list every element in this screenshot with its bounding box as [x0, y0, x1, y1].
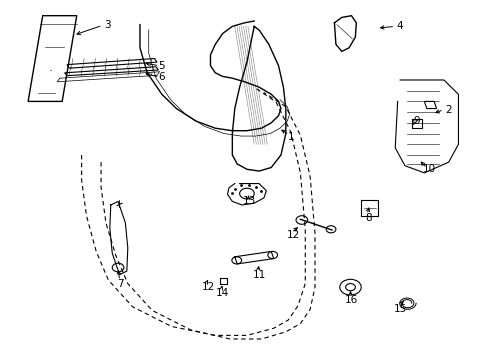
Text: 14: 14	[216, 288, 229, 297]
Text: 5: 5	[158, 61, 165, 71]
Text: 7: 7	[117, 279, 123, 289]
Text: 13: 13	[242, 197, 255, 206]
Text: 1: 1	[287, 132, 293, 142]
Text: 10: 10	[422, 164, 435, 174]
Text: 4: 4	[396, 21, 403, 31]
Text: 2: 2	[445, 105, 451, 115]
Text: 8: 8	[365, 212, 371, 222]
Text: 12: 12	[201, 282, 214, 292]
Text: 16: 16	[344, 295, 357, 305]
Text: 3: 3	[104, 19, 110, 30]
Text: 15: 15	[393, 303, 406, 314]
Text: 6: 6	[158, 72, 165, 82]
Text: 12: 12	[286, 230, 299, 240]
Text: 11: 11	[252, 270, 265, 280]
Text: 9: 9	[413, 116, 420, 126]
